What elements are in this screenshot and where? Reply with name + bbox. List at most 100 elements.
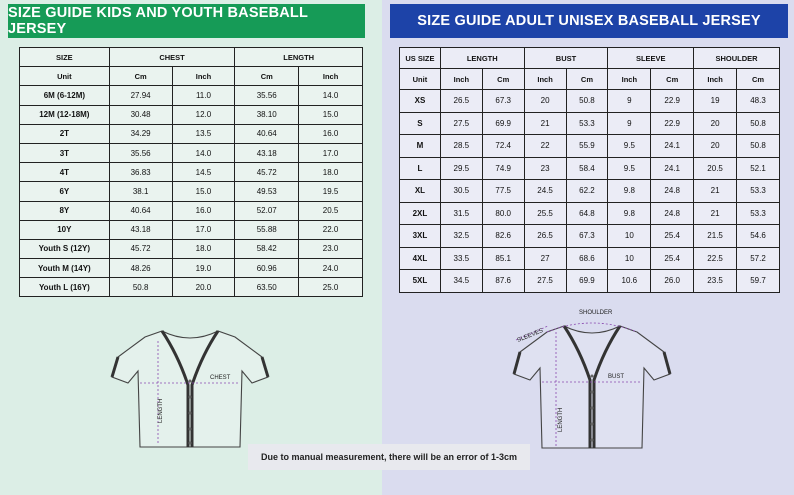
adult-value-cell: 57.2 (736, 246, 780, 270)
adult-value-cell: 27.5 (523, 269, 567, 293)
adult-sleeve-cm-header: Cm (650, 68, 695, 90)
kids-value-cell: 48.26 (108, 258, 173, 279)
adult-value-cell: 9.5 (607, 156, 652, 180)
adult-value-cell: 52.1 (736, 156, 780, 180)
kids-value-cell: 30.48 (108, 104, 173, 125)
kids-value-cell: 20.5 (298, 200, 363, 221)
adult-value-cell: 72.4 (481, 134, 525, 158)
adult-value-cell: 26.0 (650, 269, 695, 293)
adult-value-cell: 9 (607, 89, 652, 113)
adult-value-cell: 50.8 (565, 89, 609, 113)
kids-value-cell: 23.0 (298, 238, 363, 260)
adult-value-cell: 69.9 (481, 111, 525, 135)
adult-value-cell: 67.3 (481, 89, 525, 113)
kids-table-row: Youth S (12Y) 45.72 18.0 58.42 23.0 (19, 238, 363, 260)
adult-value-cell: 21 (693, 201, 738, 225)
kids-table-row: 6M (6-12M) 27.94 11.0 35.56 14.0 (19, 85, 363, 106)
adult-value-cell: 85.1 (481, 246, 525, 270)
adult-value-cell: 53.3 (565, 111, 609, 135)
kids-jersey-diagram (110, 330, 270, 448)
adult-value-cell: 68.6 (565, 246, 609, 270)
kids-size-cell: 10Y (19, 219, 110, 240)
measurement-note: Due to manual measurement, there will be… (248, 444, 530, 470)
adult-value-cell: 69.9 (565, 269, 609, 293)
adult-value-cell: 25.4 (650, 224, 695, 248)
adult-value-cell: 22 (523, 134, 567, 158)
adult-value-cell: 33.5 (439, 246, 483, 270)
adult-value-cell: 23.5 (693, 269, 738, 293)
kids-size-cell: Youth M (14Y) (19, 258, 110, 279)
adult-value-cell: 10.6 (607, 269, 652, 293)
adult-table-row: XL 30.5 77.5 24.5 62.2 9.8 24.8 21 53.3 (399, 179, 780, 203)
adult-table-row: 3XL 32.5 82.6 26.5 67.3 10 25.4 21.5 54.6 (399, 224, 780, 248)
kids-value-cell: 17.0 (171, 219, 236, 240)
kids-value-cell: 25.0 (298, 277, 363, 298)
kids-value-cell: 15.0 (171, 181, 236, 202)
adult-value-cell: 24.5 (523, 179, 567, 203)
kids-size-cell: Youth S (12Y) (19, 238, 110, 260)
kids-value-cell: 19.5 (298, 181, 363, 202)
kids-table-row: 8Y 40.64 16.0 52.07 20.5 (19, 200, 363, 221)
kids-table-row: 4T 36.83 14.5 45.72 18.0 (19, 162, 363, 183)
adult-table-row: XS 26.5 67.3 20 50.8 9 22.9 19 48.3 (399, 89, 780, 113)
adult-shoulder-cm-header: Cm (736, 68, 780, 90)
adult-value-cell: 9.5 (607, 134, 652, 158)
adult-value-cell: 27 (523, 246, 567, 270)
adult-panel: SIZE GUIDE ADULT UNISEX BASEBALL JERSEY … (382, 0, 794, 495)
kids-size-cell: 6Y (19, 181, 110, 202)
adult-table-row: L 29.5 74.9 23 58.4 9.5 24.1 20.5 52.1 (399, 156, 780, 180)
adult-shoulder-label: SHOULDER (579, 310, 613, 316)
kids-table-row: 6Y 38.1 15.0 49.53 19.5 (19, 181, 363, 202)
adult-value-cell: 20.5 (693, 156, 738, 180)
adult-value-cell: 24.8 (650, 201, 695, 225)
adult-jersey-diagram (512, 322, 672, 449)
adult-value-cell: 29.5 (439, 156, 483, 180)
adult-value-cell: 23 (523, 156, 567, 180)
adult-value-cell: 25.5 (523, 201, 567, 225)
adult-bust-label: BUST (608, 374, 624, 380)
kids-size-cell: 6M (6-12M) (19, 85, 110, 106)
adult-value-cell: 10 (607, 224, 652, 248)
adult-value-cell: 10 (607, 246, 652, 270)
adult-length-header: LENGTH (439, 47, 525, 69)
kids-value-cell: 16.0 (171, 200, 236, 221)
adult-value-cell: 58.4 (565, 156, 609, 180)
kids-value-cell: 63.50 (234, 277, 300, 298)
kids-size-header: SIZE (19, 46, 110, 68)
kids-value-cell: 38.1 (108, 181, 173, 202)
kids-value-cell: 35.56 (234, 85, 300, 106)
adult-value-cell: 74.9 (481, 156, 525, 180)
adult-size-cell: 5XL (399, 269, 441, 293)
kids-diagram-labels: CHEST LENGTH (158, 375, 231, 423)
kids-value-cell: 50.8 (108, 277, 173, 298)
kids-size-cell: Youth L (16Y) (19, 277, 110, 298)
adult-value-cell: 22.9 (650, 111, 695, 135)
kids-length-inch-header: Inch (298, 66, 363, 87)
adult-size-cell: XL (399, 179, 441, 203)
adult-shoulder-inch-header: Inch (693, 68, 738, 90)
adult-title: SIZE GUIDE ADULT UNISEX BASEBALL JERSEY (390, 4, 788, 38)
kids-length-label: LENGTH (158, 399, 164, 423)
adult-value-cell: 19 (693, 89, 738, 113)
kids-value-cell: 45.72 (234, 162, 300, 183)
adult-unit-header: Unit (399, 68, 441, 90)
kids-value-cell: 24.0 (298, 258, 363, 279)
adult-size-cell: 2XL (399, 201, 441, 225)
adult-value-cell: 20 (693, 111, 738, 135)
adult-value-cell: 67.3 (565, 224, 609, 248)
adult-value-cell: 9.8 (607, 179, 652, 203)
kids-size-cell: 4T (19, 162, 110, 183)
kids-panel: SIZE GUIDE KIDS AND YOUTH BASEBALL JERSE… (0, 0, 382, 495)
adult-value-cell: 26.5 (523, 224, 567, 248)
kids-size-cell: 8Y (19, 200, 110, 221)
adult-value-cell: 9 (607, 111, 652, 135)
kids-value-cell: 17.0 (298, 142, 363, 164)
kids-value-cell: 19.0 (171, 258, 236, 279)
adult-size-cell: L (399, 156, 441, 180)
adult-table-row: 5XL 34.5 87.6 27.5 69.9 10.6 26.0 23.5 59.7 (399, 269, 780, 293)
adult-value-cell: 48.3 (736, 89, 780, 113)
adult-value-cell: 54.6 (736, 224, 780, 248)
adult-value-cell: 22.9 (650, 89, 695, 113)
kids-table-row: 12M (12-18M) 30.48 12.0 38.10 15.0 (19, 104, 363, 125)
adult-size-cell: 4XL (399, 246, 441, 270)
